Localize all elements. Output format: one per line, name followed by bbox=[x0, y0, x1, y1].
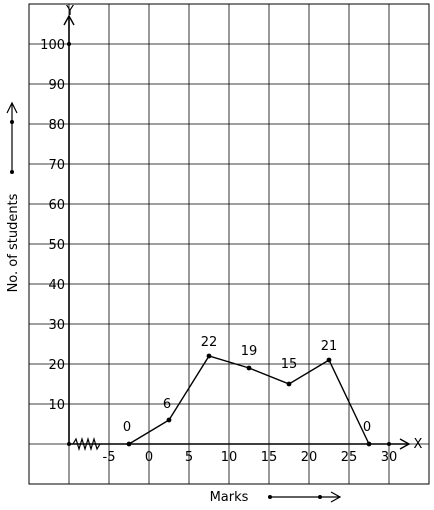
y-tick-label: 30 bbox=[48, 318, 65, 333]
axis-break-zigzag bbox=[72, 436, 101, 452]
grid bbox=[28, 3, 430, 485]
data-point bbox=[206, 353, 212, 359]
y-tick-label: 40 bbox=[48, 278, 65, 293]
data-label: 19 bbox=[241, 344, 258, 359]
y-tick-label: 20 bbox=[48, 358, 65, 373]
x-tick-label: 0 bbox=[145, 450, 153, 465]
y-axis-arrowhead bbox=[63, 14, 75, 26]
x-tick-label: 25 bbox=[341, 450, 358, 465]
x-tick-label: 15 bbox=[261, 450, 278, 465]
y-tick-label: 70 bbox=[48, 158, 65, 173]
data-label: 15 bbox=[281, 357, 298, 372]
data-point bbox=[166, 417, 172, 423]
series: 0 6 22 19 15 21 0 bbox=[123, 335, 372, 447]
x-axis-end-point bbox=[387, 442, 391, 446]
x-tick-label: 10 bbox=[221, 450, 238, 465]
y-tick-label: 50 bbox=[48, 238, 65, 253]
y-axis-name: Y bbox=[65, 4, 74, 19]
x-tick-label: -5 bbox=[103, 450, 116, 465]
axis-titles: Y X Marks No. of students bbox=[6, 4, 423, 505]
y-tick-label: 60 bbox=[48, 198, 65, 213]
y-tick-label: 10 bbox=[48, 398, 65, 413]
y-axis-end-point bbox=[67, 42, 71, 46]
y-direction-arrow bbox=[6, 101, 18, 174]
data-point bbox=[326, 357, 332, 363]
x-tick-label: 20 bbox=[301, 450, 318, 465]
data-point bbox=[366, 441, 372, 447]
y-tick-label: 90 bbox=[48, 78, 65, 93]
axes bbox=[63, 14, 411, 450]
data-label: 21 bbox=[321, 339, 338, 354]
x-tick-label: 5 bbox=[185, 450, 193, 465]
y-tick-label: 80 bbox=[48, 118, 65, 133]
data-label: 0 bbox=[363, 420, 371, 435]
data-label: 22 bbox=[201, 335, 218, 350]
x-axis-arrowhead bbox=[399, 438, 411, 450]
data-label: 6 bbox=[163, 397, 171, 412]
data-point bbox=[246, 365, 252, 371]
x-axis-name: X bbox=[414, 437, 423, 452]
data-label: 0 bbox=[123, 420, 131, 435]
y-tick-label: 100 bbox=[40, 38, 65, 53]
x-direction-arrow bbox=[268, 491, 342, 503]
x-tick-label: 30 bbox=[381, 450, 398, 465]
data-point bbox=[126, 441, 132, 447]
origin-point bbox=[67, 442, 71, 446]
x-axis-title: Marks bbox=[210, 490, 249, 505]
data-point bbox=[286, 381, 292, 387]
y-axis-title: No. of students bbox=[6, 193, 21, 292]
